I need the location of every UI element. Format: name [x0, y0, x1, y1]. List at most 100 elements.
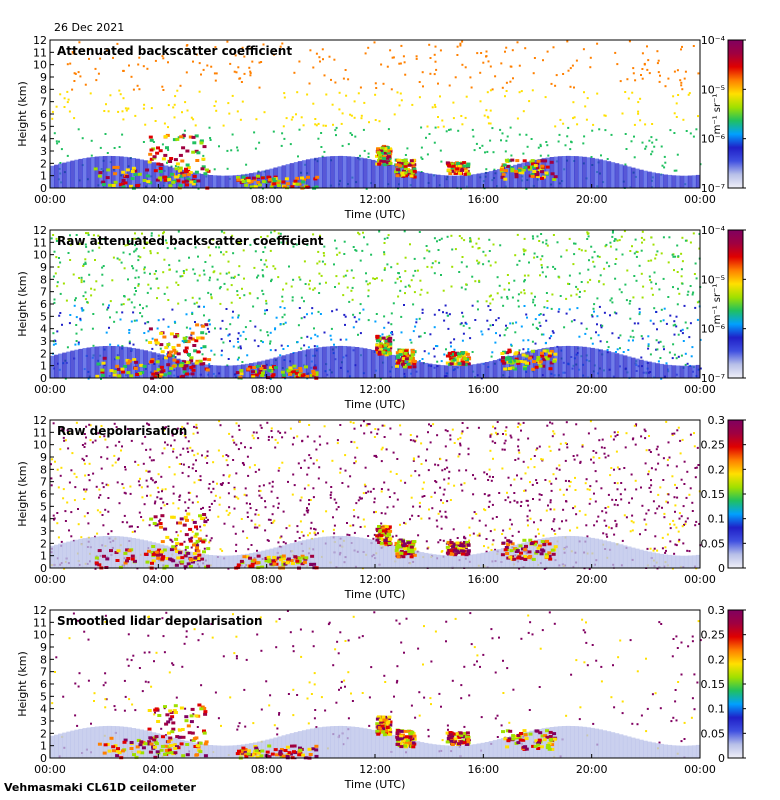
layer-column: [456, 175, 461, 188]
noise-pixel: [68, 432, 71, 435]
feature-pixel: [453, 362, 458, 366]
noise-pixel: [372, 277, 375, 280]
noise-pixel: [333, 532, 336, 535]
noise-pixel: [212, 487, 215, 490]
noise-pixel: [460, 261, 463, 264]
noise-pixel: [120, 449, 122, 452]
layer-column: [643, 360, 648, 378]
feature-pixel: [254, 373, 259, 377]
noise-pixel: [378, 230, 381, 233]
noise-pixel: [510, 436, 513, 439]
noise-pixel: [356, 446, 359, 449]
noise-pixel: [167, 325, 170, 328]
layer-column: [484, 362, 490, 378]
noise-pixel: [278, 467, 281, 469]
noise-pixel: [614, 277, 617, 280]
layer-column: [435, 174, 441, 188]
noise-pixel: [473, 511, 476, 514]
noise-pixel: [297, 462, 300, 465]
noise-pixel: [124, 244, 127, 247]
feature-pixel: [196, 350, 201, 354]
noise-pixel: [598, 457, 601, 459]
noise-pixel: [653, 547, 656, 550]
noise-pixel: [172, 448, 175, 450]
noise-pixel: [237, 332, 240, 335]
feature-pixel: [314, 371, 319, 375]
noise-pixel: [128, 340, 131, 343]
layer-column: [358, 157, 364, 188]
noise-pixel: [681, 328, 684, 331]
noise-pixel: [122, 486, 125, 489]
noise-pixel: [683, 523, 685, 526]
layer-column: [78, 158, 83, 188]
noise-pixel: [277, 469, 280, 472]
noise-pixel: [494, 431, 497, 434]
feature-pixel: [179, 174, 184, 178]
noise-pixel: [210, 65, 213, 68]
feature-pixel: [305, 185, 310, 189]
noise-pixel: [488, 468, 491, 471]
noise-pixel: [505, 81, 508, 84]
noise-pixel: [260, 236, 262, 238]
layer-column: [687, 175, 693, 188]
noise-pixel: [64, 520, 67, 522]
noise-pixel: [558, 276, 561, 279]
noise-pixel: [189, 491, 192, 494]
noise-pixel: [506, 135, 509, 138]
noise-pixel: [262, 484, 265, 487]
noise-pixel: [599, 274, 602, 277]
noise-pixel: [78, 243, 81, 245]
noise-pixel: [167, 104, 170, 107]
noise-pixel: [150, 477, 153, 480]
noise-pixel: [334, 239, 336, 242]
noise-pixel: [149, 250, 152, 253]
noise-pixel: [478, 261, 481, 264]
noise-pixel: [496, 292, 499, 295]
noise-pixel: [230, 301, 233, 304]
noise-pixel: [353, 427, 356, 430]
noise-pixel: [656, 348, 659, 351]
noise-pixel: [693, 432, 695, 435]
noise-pixel: [613, 482, 616, 484]
noise-pixel: [428, 517, 431, 520]
feature-pixel: [521, 168, 526, 172]
noise-pixel: [315, 448, 318, 451]
noise-pixel: [538, 240, 541, 242]
noise-pixel: [447, 314, 449, 317]
noise-pixel: [504, 150, 507, 153]
noise-pixel: [461, 40, 464, 43]
noise-pixel: [60, 148, 63, 151]
noise-pixel: [143, 246, 146, 249]
noise-pixel: [624, 283, 627, 286]
feature-pixel: [401, 159, 406, 162]
feature-pixel: [182, 173, 187, 177]
noise-pixel: [477, 308, 479, 311]
noise-pixel: [70, 535, 73, 538]
noise-pixel: [166, 247, 169, 250]
noise-pixel: [207, 518, 209, 521]
layer-column: [208, 555, 213, 568]
noise-pixel: [674, 543, 677, 546]
noise-pixel: [516, 117, 519, 120]
noise-pixel: [415, 55, 418, 58]
feature-pixel: [175, 162, 180, 166]
noise-pixel: [104, 438, 107, 441]
feature-pixel: [540, 159, 545, 163]
noise-pixel: [508, 527, 511, 530]
noise-pixel: [665, 420, 668, 423]
noise-pixel: [440, 160, 443, 163]
feature-pixel: [445, 361, 450, 365]
layer-column: [220, 555, 226, 568]
noise-pixel: [159, 518, 162, 521]
noise-pixel: [149, 252, 152, 255]
layer-column: [236, 554, 242, 568]
noise-pixel: [271, 485, 274, 488]
noise-pixel: [367, 423, 370, 425]
noise-pixel: [151, 347, 154, 350]
layer-column: [671, 175, 677, 188]
noise-pixel: [300, 116, 303, 119]
noise-pixel: [286, 240, 289, 243]
noise-pixel: [583, 91, 585, 94]
noise-pixel: [647, 473, 650, 476]
noise-pixel: [375, 277, 378, 280]
